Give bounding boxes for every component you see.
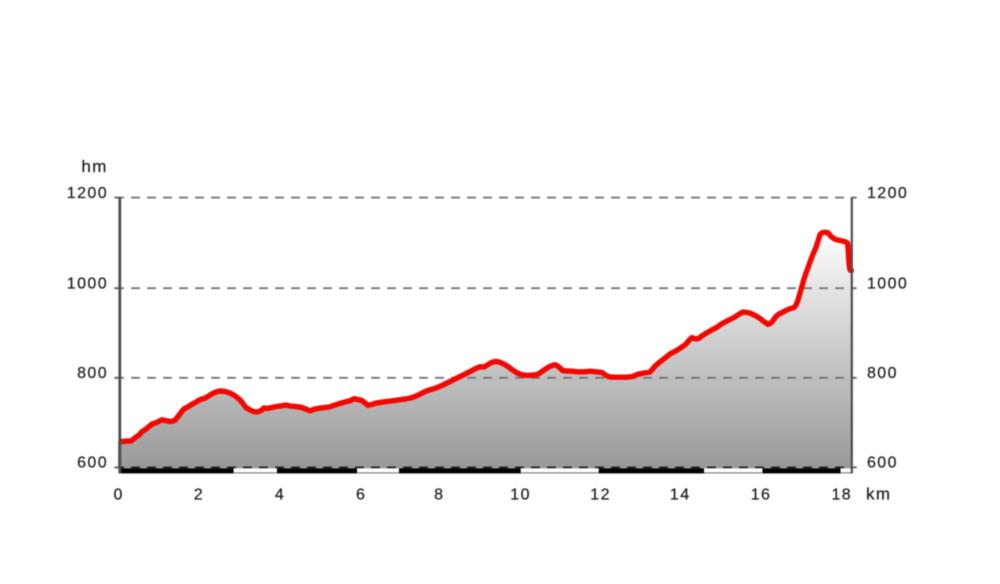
svg-text:600: 600 xyxy=(77,455,108,472)
svg-text:2: 2 xyxy=(194,487,204,504)
svg-text:12: 12 xyxy=(590,487,611,504)
svg-text:km: km xyxy=(866,485,891,504)
svg-text:hm: hm xyxy=(81,157,107,176)
svg-text:600: 600 xyxy=(867,455,898,472)
svg-text:14: 14 xyxy=(670,487,691,504)
svg-text:8: 8 xyxy=(434,487,444,504)
svg-text:1000: 1000 xyxy=(867,275,908,292)
svg-text:10: 10 xyxy=(510,487,531,504)
svg-text:800: 800 xyxy=(77,365,108,382)
svg-text:16: 16 xyxy=(751,487,772,504)
svg-text:1200: 1200 xyxy=(867,185,908,202)
svg-text:6: 6 xyxy=(356,487,366,504)
svg-text:1000: 1000 xyxy=(67,275,108,292)
svg-text:0: 0 xyxy=(114,487,124,504)
svg-text:4: 4 xyxy=(275,487,285,504)
svg-text:800: 800 xyxy=(867,365,898,382)
svg-text:1200: 1200 xyxy=(67,185,108,202)
svg-text:18: 18 xyxy=(831,487,852,504)
